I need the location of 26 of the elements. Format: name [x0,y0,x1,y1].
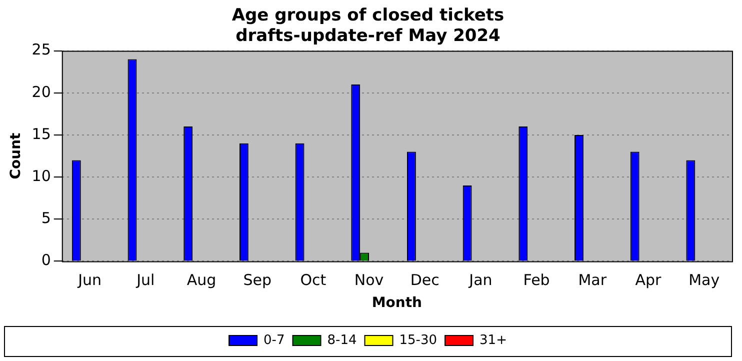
x-tick-label: Mar [578,271,608,290]
legend-label: 0-7 [264,332,285,348]
x-tick-label: Aug [186,271,216,290]
chart-title: Age groups of closed tickets [232,6,504,26]
y-axis-title: Count [8,132,24,180]
chart-subtitle: drafts-update-ref May 2024 [236,26,501,46]
x-axis-title: Month [372,295,422,312]
x-tick-label: Jan [468,271,492,290]
x-tick-label: Feb [523,271,550,290]
x-tick-label: May [688,271,720,290]
x-tick-label: Jun [77,271,102,290]
legend-label: 8-14 [327,332,357,348]
x-tick-label: Oct [300,271,326,290]
y-tick-label: 15 [32,124,51,143]
x-tick-label: Nov [354,271,384,290]
x-tick-label: Dec [410,271,440,290]
y-tick-label: 0 [41,251,51,270]
x-tick-label: Sep [243,271,272,290]
y-tick-label: 5 [41,209,51,228]
y-tick-label: 10 [32,166,51,185]
legend-label: 31+ [480,332,507,348]
x-tick-label: Apr [635,271,662,290]
x-tick-label: Jul [136,271,155,290]
legend-label: 15-30 [399,332,438,348]
y-tick-label: 20 [32,82,51,101]
y-tick-label: 25 [32,40,51,59]
